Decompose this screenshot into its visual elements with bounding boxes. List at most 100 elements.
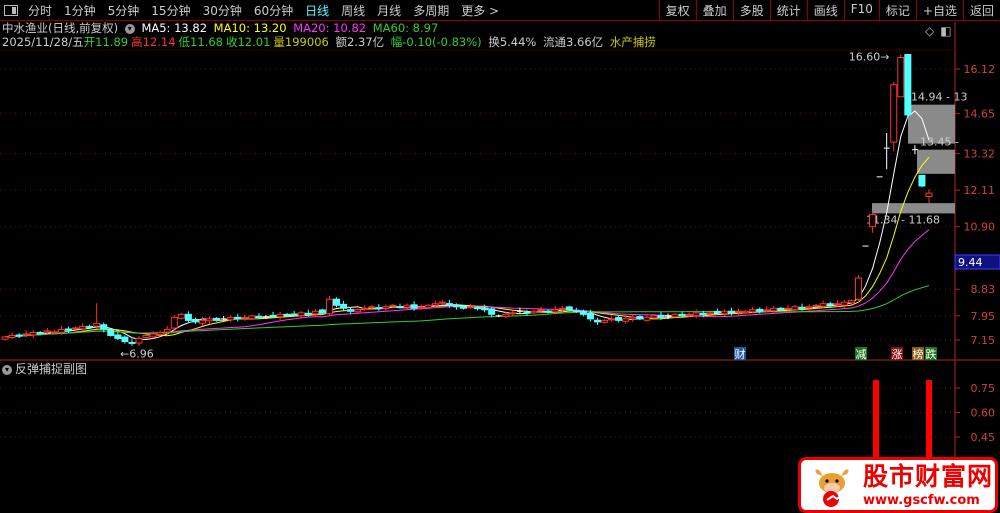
tab-15min[interactable]: 15分钟 (151, 3, 191, 18)
candle (798, 303, 806, 311)
candle (812, 304, 820, 307)
candle (163, 325, 171, 335)
sub-y-tick-label: 0.75 (971, 382, 996, 395)
back-button[interactable]: 返回 (962, 0, 1000, 21)
candle (142, 334, 150, 339)
candle (290, 310, 298, 316)
candle-body (149, 333, 157, 338)
candle-body (713, 310, 721, 314)
candle-body (840, 301, 848, 306)
candle (354, 308, 362, 313)
candle (318, 308, 326, 315)
candle-body (170, 316, 178, 329)
candle-body (608, 318, 616, 321)
gap-zone-label: 13.45 - (920, 136, 959, 149)
period-toolbar: 分时 1分钟 5分钟 15分钟 30分钟 60分钟 日线 周线 月线 多周期 更… (0, 0, 1000, 21)
candle (445, 299, 453, 308)
candle (805, 304, 813, 311)
sector[interactable]: 水产捕捞 (609, 35, 656, 49)
candle (431, 300, 439, 307)
tab-multi-period[interactable]: 多周期 (413, 3, 450, 18)
volume-value: 199006 (284, 35, 329, 49)
layout-toggle-icon[interactable] (4, 4, 18, 16)
candle (297, 310, 305, 318)
tab-daily[interactable]: 日线 (305, 3, 330, 18)
candle-body (156, 331, 164, 335)
signal-bar (873, 380, 879, 513)
candle (544, 309, 552, 314)
candle-body (107, 329, 115, 336)
multi-stock-button[interactable]: 多股 (732, 0, 770, 21)
overlay-button[interactable]: 叠加 (695, 0, 733, 21)
subchart-title[interactable]: ▾ 反弹捕捉副图 (2, 362, 87, 376)
add-watchlist-button[interactable]: +自选 (915, 0, 963, 21)
candle (777, 307, 785, 311)
candle (8, 332, 16, 340)
candle (678, 311, 686, 318)
diamond-icon[interactable]: ◇ (925, 24, 935, 38)
event-marker-text: 榜 (913, 347, 924, 361)
candle (551, 306, 559, 315)
tab-monthly[interactable]: 月线 (377, 3, 402, 18)
candle (107, 328, 115, 337)
tab-1min[interactable]: 1分钟 (64, 3, 96, 18)
event-marker-text: 跌 (926, 347, 937, 361)
candle-body (290, 313, 298, 316)
tab-weekly[interactable]: 周线 (341, 3, 366, 18)
candle-body (50, 331, 58, 334)
candle (572, 307, 580, 313)
candle (452, 303, 460, 310)
candle (685, 312, 693, 318)
candle (629, 314, 637, 322)
candle (311, 308, 319, 317)
event-marker-text: 减 (856, 348, 867, 361)
candle (586, 309, 594, 322)
candle-body (318, 309, 326, 314)
event-marker: 跌 (925, 347, 937, 361)
ma10-value: MA10: 13.20 (213, 21, 287, 35)
candle-body (869, 214, 877, 228)
candle (636, 315, 644, 321)
candle-body (678, 313, 686, 317)
candle-body (234, 316, 242, 320)
candle-body (347, 309, 355, 312)
adjust-button[interactable]: 复权 (658, 0, 696, 21)
draw-line-button[interactable]: 画线 (806, 0, 844, 21)
tab-5min[interactable]: 5分钟 (107, 3, 140, 18)
candle-body (749, 309, 757, 313)
candle (713, 308, 721, 315)
candle (742, 310, 750, 314)
candle (650, 314, 658, 320)
candle-body (135, 337, 143, 344)
change: 幅-0.10(-0.83%) (390, 35, 482, 49)
candle (558, 305, 566, 313)
f10-button[interactable]: F10 (843, 0, 879, 21)
candle (735, 308, 743, 315)
tab-60min[interactable]: 60分钟 (253, 3, 294, 18)
candle-body (742, 310, 750, 314)
statistics-button[interactable]: 统计 (769, 0, 807, 21)
tab-more[interactable]: 更多 > (461, 3, 500, 18)
candle-body (826, 303, 834, 306)
ma60-line (4, 285, 930, 338)
low-price-label: ←6.96 (120, 348, 154, 361)
candle (135, 336, 143, 347)
candle (93, 303, 101, 329)
candle (304, 309, 312, 317)
gap-zone-label: 14.94 - 13 (911, 91, 967, 104)
stock-name: 中水渔业(日线,前复权) (2, 21, 119, 35)
mark-button[interactable]: 标记 (878, 0, 916, 21)
candle (523, 309, 531, 316)
open-value: 11.89 (95, 35, 129, 49)
tab-fenshi[interactable]: 分时 (28, 3, 53, 18)
tab-30min[interactable]: 30分钟 (202, 3, 242, 18)
candle-body (255, 315, 263, 318)
candle-body (777, 307, 785, 311)
candle (198, 316, 206, 326)
settings-dropdown-icon[interactable]: ▾ (124, 23, 135, 34)
candle-body (1, 336, 9, 340)
candle (340, 300, 348, 311)
chevron-down-icon[interactable]: ▾ (2, 364, 12, 375)
panel-toggle-icon[interactable]: ◧ (940, 24, 952, 38)
